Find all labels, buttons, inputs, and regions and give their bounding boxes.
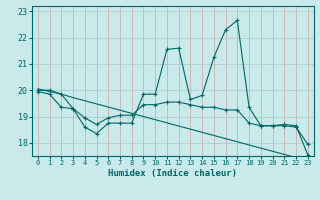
X-axis label: Humidex (Indice chaleur): Humidex (Indice chaleur) xyxy=(108,169,237,178)
